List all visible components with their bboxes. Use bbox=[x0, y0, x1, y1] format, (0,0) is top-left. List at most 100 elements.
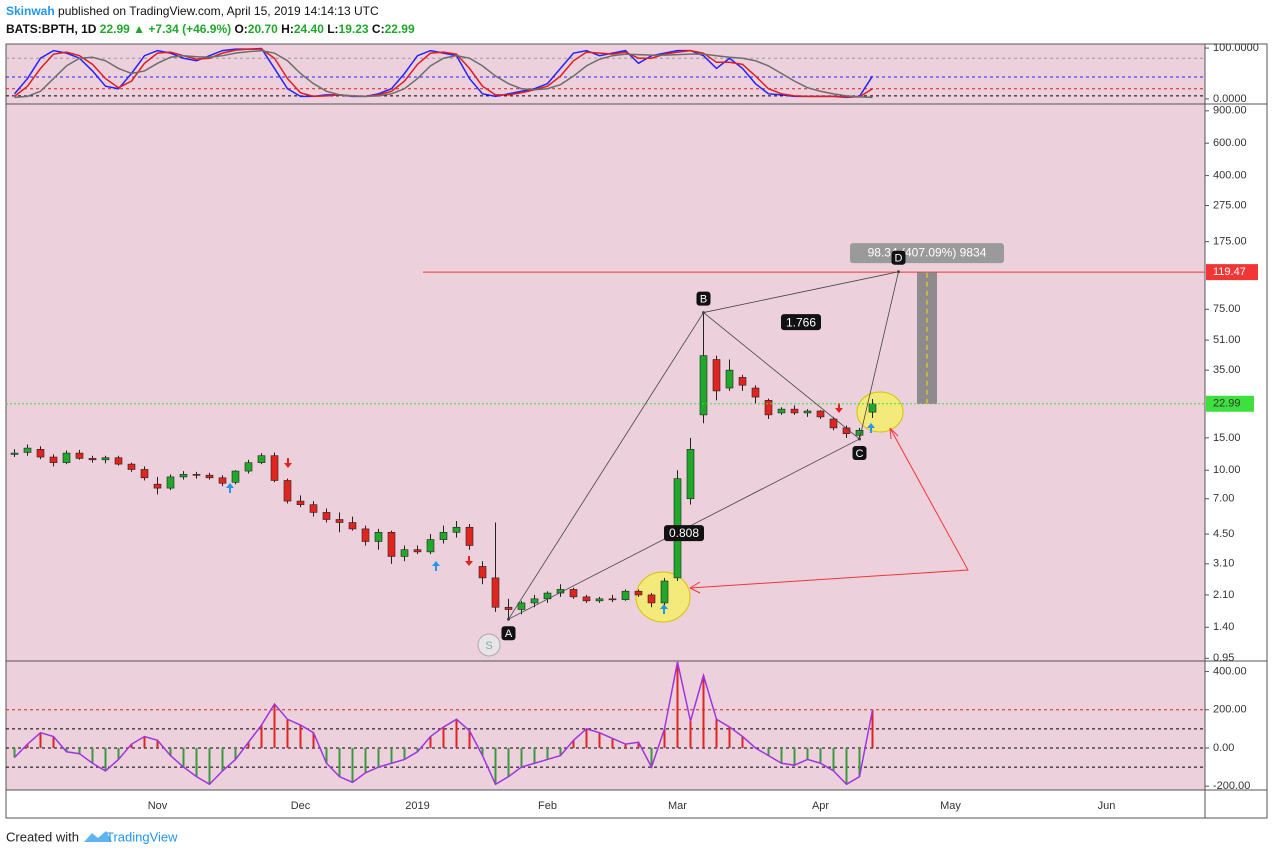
candle-body bbox=[361, 528, 370, 542]
resistance-badge bbox=[1206, 264, 1258, 281]
ohlc-value: 24.40 bbox=[294, 22, 324, 36]
candle-body bbox=[465, 526, 474, 546]
footer-brand[interactable]: TradingView bbox=[106, 829, 178, 844]
footer-text: Created with bbox=[6, 829, 79, 844]
y-tick-label: 0.00 bbox=[1213, 742, 1234, 754]
candle-body bbox=[725, 369, 734, 389]
ohlc-key: H: bbox=[281, 22, 294, 36]
arrowhead bbox=[689, 427, 899, 594]
histogram-bar bbox=[650, 747, 653, 768]
candle-body bbox=[257, 455, 266, 463]
ratio-badge bbox=[781, 314, 821, 331]
candle-body bbox=[75, 452, 84, 459]
pattern-label: B bbox=[700, 293, 707, 305]
logo bbox=[84, 831, 112, 842]
histogram-bar bbox=[286, 719, 289, 748]
series-line bbox=[14, 49, 873, 99]
histogram-bar bbox=[585, 728, 588, 748]
histogram-bar bbox=[676, 662, 679, 748]
candle-body bbox=[452, 526, 461, 533]
histogram-bar bbox=[338, 747, 341, 777]
ratio-label: 0.808 bbox=[669, 526, 699, 540]
histogram-bar bbox=[78, 747, 81, 754]
ohlc-value: 20.70 bbox=[248, 22, 278, 36]
histogram-bar bbox=[403, 747, 406, 760]
histogram-bar bbox=[208, 747, 211, 785]
candle-body bbox=[270, 455, 279, 481]
candle-body bbox=[413, 549, 422, 553]
candle-body bbox=[322, 512, 331, 520]
event-label: S bbox=[485, 640, 492, 652]
ohlc-key: O: bbox=[234, 22, 247, 36]
candle-body bbox=[348, 522, 357, 530]
histogram-bar bbox=[715, 719, 718, 748]
candle-body bbox=[582, 596, 591, 602]
frame bbox=[5, 43, 1268, 819]
y-tick-label: 600.00 bbox=[1213, 137, 1247, 149]
histogram-bar bbox=[234, 747, 237, 760]
candle-body bbox=[530, 598, 539, 604]
x-tick-label: Jun bbox=[1098, 800, 1116, 812]
y-tick-label: 7.00 bbox=[1213, 493, 1234, 505]
x-tick-label: Apr bbox=[812, 800, 829, 812]
ratio-label: 1.766 bbox=[786, 315, 816, 329]
candle-body bbox=[231, 470, 240, 483]
histogram-bar bbox=[520, 747, 523, 768]
histogram-bar bbox=[780, 747, 783, 764]
histogram-bar bbox=[507, 747, 510, 777]
histogram-bar bbox=[169, 747, 172, 756]
histogram-bar bbox=[377, 747, 380, 768]
candle-body bbox=[400, 549, 409, 557]
histogram-bar bbox=[104, 747, 107, 771]
histogram-bar bbox=[416, 747, 419, 752]
x-tick-label: 2019 bbox=[405, 800, 429, 812]
pattern-label: A bbox=[505, 628, 513, 640]
event-badge[interactable] bbox=[477, 633, 501, 657]
histogram-bar bbox=[429, 736, 432, 748]
candle-body bbox=[283, 480, 292, 502]
histogram-bar bbox=[91, 747, 94, 764]
histogram-bar bbox=[806, 747, 809, 760]
histogram-bar bbox=[182, 747, 185, 768]
histogram-bar bbox=[39, 732, 42, 748]
change: ▲ +7.34 (+46.9%) bbox=[133, 22, 231, 36]
candle-body bbox=[686, 449, 695, 500]
histogram-bar bbox=[117, 747, 120, 760]
histogram-bar bbox=[598, 732, 601, 748]
header-line-1: Skinwah published on TradingView.com, Ap… bbox=[6, 4, 379, 18]
histogram-bar bbox=[702, 675, 705, 748]
y-tick-label: 0.0000 bbox=[1213, 93, 1247, 105]
candle-body bbox=[621, 590, 630, 600]
pattern-label: C bbox=[856, 448, 864, 460]
ohlc-value: 19.23 bbox=[339, 22, 369, 36]
candle-body bbox=[777, 408, 786, 414]
y-tick-label: 1.40 bbox=[1213, 621, 1234, 633]
y-tick-label: 275.00 bbox=[1213, 199, 1247, 211]
candle-body bbox=[608, 598, 617, 601]
pattern-point bbox=[507, 617, 510, 621]
author[interactable]: Skinwah bbox=[6, 4, 55, 18]
y-tick-label: 0.95 bbox=[1213, 652, 1234, 664]
symbol: BATS:BPTH, 1D bbox=[6, 22, 97, 36]
candle-body bbox=[816, 410, 825, 418]
histogram-bar bbox=[247, 742, 250, 748]
annotation-arrow bbox=[689, 427, 969, 589]
measure-label: 98.34 (407.09%) 9834 bbox=[868, 245, 987, 259]
candle-body bbox=[751, 387, 760, 398]
candle-body bbox=[855, 429, 864, 436]
histogram-bar bbox=[871, 709, 874, 748]
candle-body bbox=[556, 589, 565, 594]
candle-body bbox=[10, 452, 19, 455]
header-line-2: BATS:BPTH, 1D 22.99 ▲ +7.34 (+46.9%) O:2… bbox=[6, 22, 415, 36]
candle-body bbox=[738, 377, 747, 386]
histogram-bar bbox=[130, 744, 133, 748]
y-tick-label: 900.00 bbox=[1213, 105, 1247, 117]
histogram-bar bbox=[273, 704, 276, 748]
histogram-bar bbox=[390, 747, 393, 764]
histogram-bar bbox=[65, 747, 68, 752]
y-tick-label: 10.00 bbox=[1213, 464, 1241, 476]
histogram-bar bbox=[793, 747, 796, 766]
histogram-bar bbox=[143, 736, 146, 748]
